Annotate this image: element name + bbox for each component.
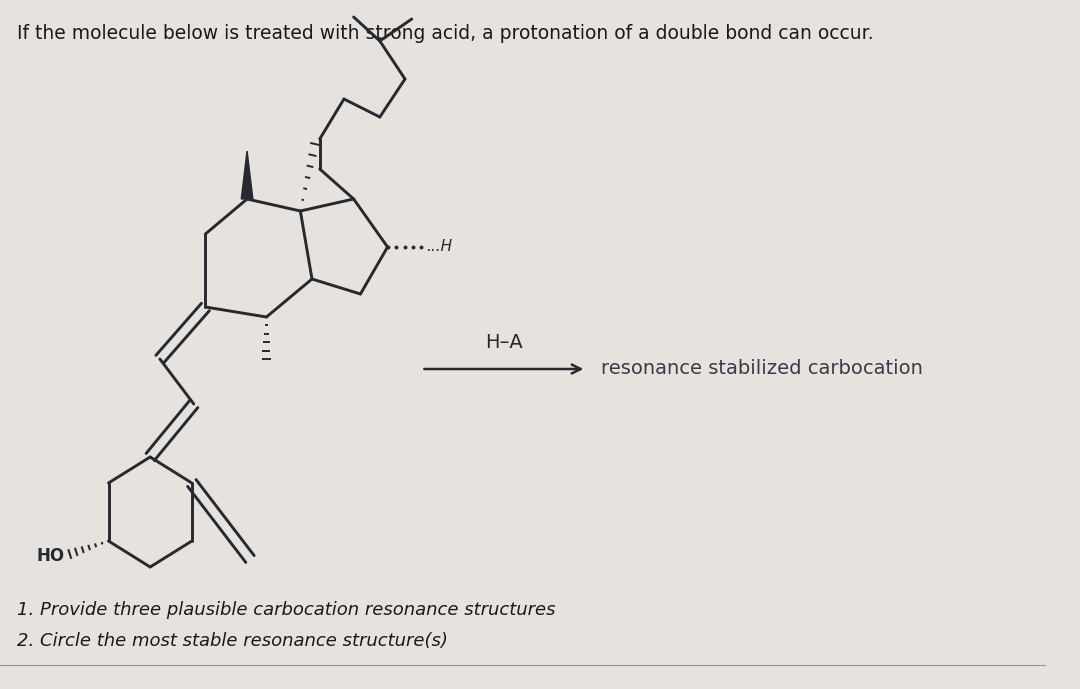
Text: H–A: H–A	[485, 333, 523, 352]
Text: resonance stabilized carbocation: resonance stabilized carbocation	[600, 360, 922, 378]
Polygon shape	[241, 151, 253, 199]
Text: If the molecule below is treated with strong acid, a protonation of a double bon: If the molecule below is treated with st…	[17, 24, 874, 43]
Text: HO: HO	[37, 547, 65, 565]
Text: 2. Circle the most stable resonance structure(s): 2. Circle the most stable resonance stru…	[17, 632, 448, 650]
Text: 1. Provide three plausible carbocation resonance structures: 1. Provide three plausible carbocation r…	[17, 601, 556, 619]
Text: ...H: ...H	[427, 238, 453, 254]
